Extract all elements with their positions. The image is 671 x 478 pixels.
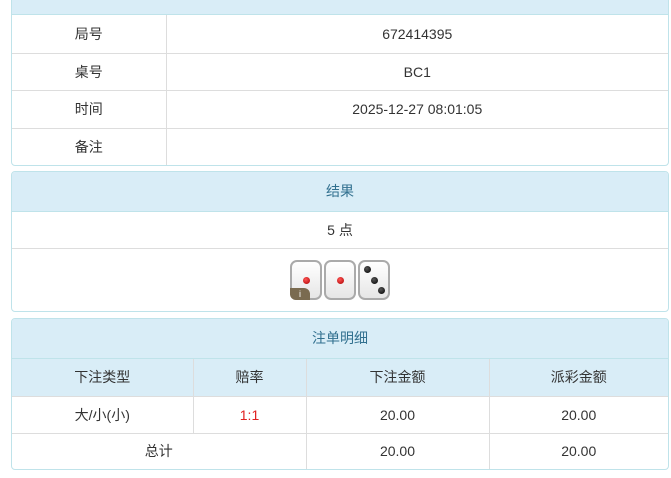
dice-row: i [12,249,668,311]
value: BC1 [165,52,668,90]
total-row: 总计 20.00 20.00 [12,432,668,469]
table-row: 大/小(小) 1:1 20.00 20.00 [12,395,668,433]
die-1: i [290,260,322,300]
total-payout: 20.00 [488,432,668,469]
die-3 [358,260,390,300]
label: 局号 [74,25,103,42]
col-bet-amount: 下注金额 [305,359,489,396]
row-remark: 备注 [12,127,668,165]
pip [377,286,385,294]
result-points: 5 点 [12,212,668,249]
pip [302,276,310,284]
label: 备注 [12,127,166,165]
result-title: 结果 [12,172,668,212]
column-headers: 下注类型 赔率 下注金额 派彩金额 [12,359,668,396]
total-amount: 20.00 [305,432,489,469]
odds: 1:1 [192,395,306,433]
col-bet-type: 下注类型 [12,359,193,396]
round-info-panel: 局号 672414395 桌号 BC1 时间 2025-12-27 08:01:05 … [11,0,669,166]
value [165,127,668,165]
pip [336,276,344,284]
bets-title: 注单明细 [12,319,668,359]
row-table: 桌号 BC1 [12,52,668,90]
row-time: 时间 2025-12-27 08:01:05 [12,89,668,128]
col-payout: 派彩金额 [488,359,668,396]
result-panel: 结果 5 点 i [11,171,669,312]
pip [363,266,371,274]
col-odds: 赔率 [192,359,306,396]
panel-header [12,0,668,15]
pip [370,276,378,284]
value: 2025-12-27 08:01:05 [165,89,668,128]
value: 672414395 [165,15,668,53]
row-round: 局号 672414395 [12,15,668,53]
payout: 20.00 [488,395,668,433]
die-1 [324,260,356,300]
label: 时间 [12,89,166,128]
info-badge-icon[interactable]: i [290,288,310,300]
bet-details-panel: 注单明细 下注类型 赔率 下注金额 派彩金额 大/小(小) 1:1 20.00 … [11,318,669,470]
total-label: 总计 [12,432,306,469]
bet-amount: 20.00 [305,395,489,433]
bet-type: 大/小(小) [12,395,193,433]
label: 桌号 [12,52,166,90]
